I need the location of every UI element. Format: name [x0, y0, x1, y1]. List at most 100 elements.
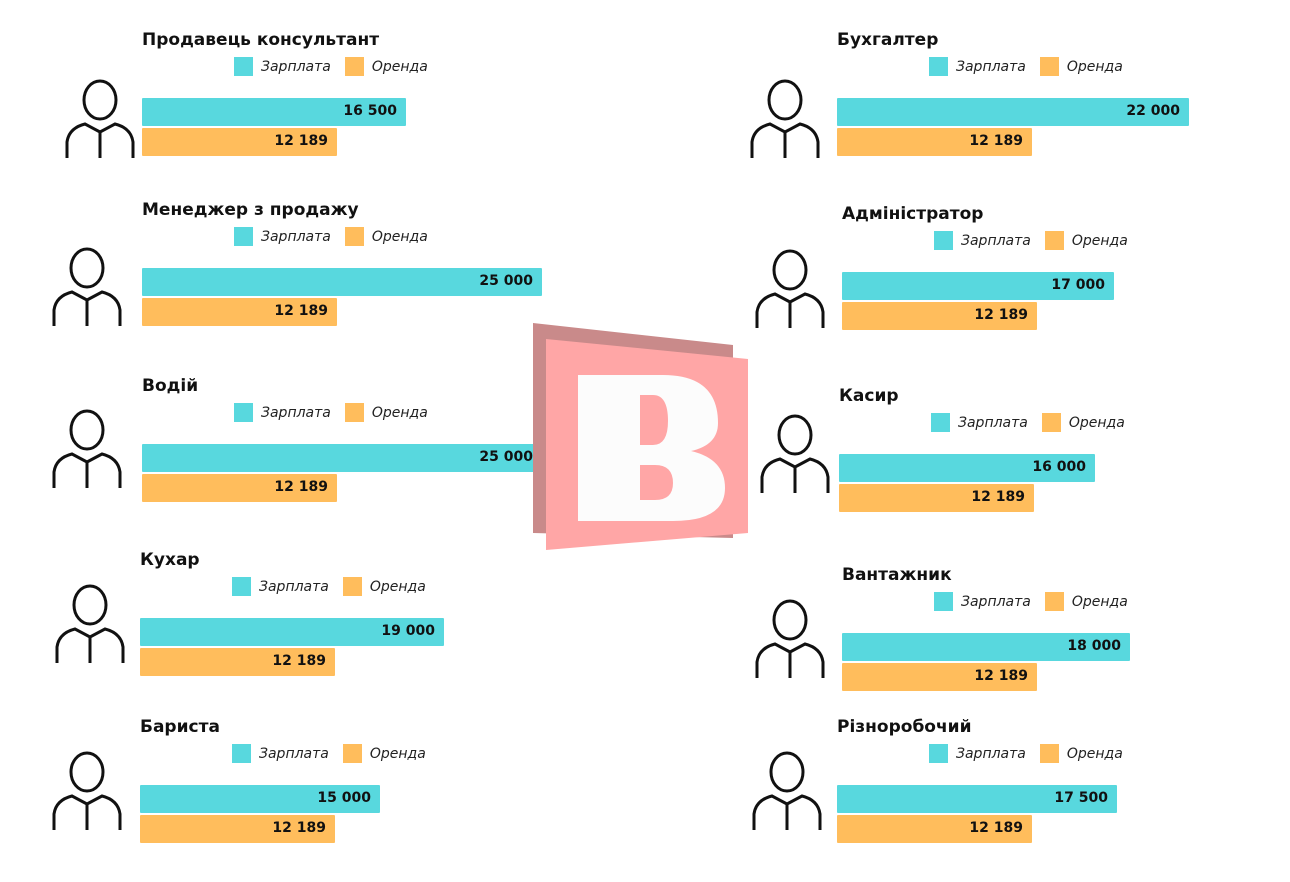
legend-label-rent: Оренда [1071, 232, 1128, 249]
worker-icon [745, 240, 835, 330]
legend: Зарплата Оренда [931, 413, 1139, 432]
legend: Зарплата Оренда [232, 577, 440, 596]
legend: Зарплата Оренда [934, 231, 1142, 250]
legend-label-rent: Оренда [1071, 593, 1128, 610]
worker-icon [745, 590, 835, 680]
legend-swatch-rent [1044, 592, 1064, 611]
salary-value-label: 15 000 [317, 790, 371, 806]
rent-value-label: 12 189 [274, 303, 329, 319]
salary-bar: 22 000 [837, 98, 1189, 126]
legend-swatch-rent [344, 57, 364, 76]
worker-icon [750, 405, 840, 495]
legend-swatch-salary [929, 744, 948, 763]
job-card: Адміністратор Зарплата Оренда 17 000 12 … [842, 204, 1290, 354]
salary-value-label: 17 000 [1051, 277, 1105, 293]
job-card: Касир Зарплата Оренда 16 000 12 189 [839, 386, 1290, 536]
legend-label-salary: Зарплата [261, 58, 331, 75]
rent-value-label: 12 189 [274, 479, 329, 495]
worker-icon [42, 400, 132, 490]
legend-swatch-salary [929, 57, 948, 76]
legend-swatch-rent [342, 744, 362, 763]
rent-bar: 12 189 [837, 815, 1033, 843]
job-title: Водій [142, 376, 199, 396]
rent-value-label: 12 189 [272, 653, 327, 669]
job-title: Бухгалтер [837, 30, 939, 50]
salary-bar: 17 500 [837, 785, 1117, 813]
job-card: Менеджер з продажу Зарплата Оренда 25 00… [142, 200, 702, 350]
watermark-logo [533, 323, 748, 550]
legend-label-rent: Оренда [369, 745, 426, 762]
legend: Зарплата Оренда [234, 227, 442, 246]
legend-label-rent: Оренда [369, 578, 426, 595]
rent-bar: 12 189 [839, 484, 1035, 512]
legend-swatch-salary [934, 592, 953, 611]
legend-label-rent: Оренда [371, 404, 428, 421]
job-card: Водій Зарплата Оренда 25 000 12 189 [142, 376, 702, 526]
legend: Зарплата Оренда [934, 592, 1142, 611]
legend: Зарплата Оренда [929, 744, 1137, 763]
salary-value-label: 25 000 [479, 273, 533, 289]
worker-icon [740, 70, 830, 160]
job-title: Менеджер з продажу [142, 200, 359, 220]
legend-label-salary: Зарплата [259, 745, 329, 762]
job-title: Кухар [140, 550, 200, 570]
legend-label-salary: Зарплата [958, 414, 1028, 431]
job-title: Бариста [140, 717, 220, 737]
job-title: Адміністратор [842, 204, 984, 224]
worker-icon [42, 742, 132, 832]
rent-bar: 12 189 [142, 474, 338, 502]
job-card: Бухгалтер Зарплата Оренда 22 000 12 189 [837, 30, 1290, 180]
legend-label-salary: Зарплата [956, 745, 1026, 762]
legend-label-rent: Оренда [371, 228, 428, 245]
salary-value-label: 18 000 [1067, 638, 1121, 654]
legend-swatch-salary [234, 403, 253, 422]
legend-label-rent: Оренда [1066, 58, 1123, 75]
worker-icon [45, 575, 135, 665]
legend-swatch-rent [344, 403, 364, 422]
job-card: Продавець консультант Зарплата Оренда 16… [142, 30, 702, 180]
legend-swatch-rent [1044, 231, 1064, 250]
rent-value-label: 12 189 [272, 820, 327, 836]
rent-bar: 12 189 [140, 815, 336, 843]
legend-swatch-salary [934, 231, 953, 250]
legend-label-rent: Оренда [371, 58, 428, 75]
legend-swatch-rent [344, 227, 364, 246]
job-title: Продавець консультант [142, 30, 380, 50]
job-title: Касир [839, 386, 899, 406]
legend-swatch-rent [1041, 413, 1061, 432]
salary-value-label: 25 000 [479, 449, 533, 465]
worker-icon [42, 238, 132, 328]
legend-swatch-rent [1039, 744, 1059, 763]
rent-bar: 12 189 [142, 128, 338, 156]
legend-swatch-salary [234, 227, 253, 246]
salary-bar: 19 000 [140, 618, 444, 646]
legend-swatch-salary [232, 744, 251, 763]
rent-bar: 12 189 [842, 302, 1038, 330]
worker-icon [742, 742, 832, 832]
legend-label-salary: Зарплата [961, 593, 1031, 610]
rent-value-label: 12 189 [974, 668, 1029, 684]
job-title: Вантажник [842, 565, 952, 585]
rent-value-label: 12 189 [274, 133, 329, 149]
salary-bar: 16 000 [839, 454, 1095, 482]
legend-label-salary: Зарплата [261, 228, 331, 245]
legend-label-salary: Зарплата [259, 578, 329, 595]
salary-bar: 16 500 [142, 98, 406, 126]
rent-bar: 12 189 [140, 648, 336, 676]
salary-value-label: 16 000 [1032, 459, 1086, 475]
salary-bar: 15 000 [140, 785, 380, 813]
legend: Зарплата Оренда [234, 403, 442, 422]
salary-value-label: 19 000 [381, 623, 435, 639]
legend-label-salary: Зарплата [956, 58, 1026, 75]
legend: Зарплата Оренда [234, 57, 442, 76]
rent-bar: 12 189 [142, 298, 338, 326]
legend-swatch-salary [234, 57, 253, 76]
legend-label-rent: Оренда [1068, 414, 1125, 431]
salary-value-label: 22 000 [1126, 103, 1180, 119]
job-card: Кухар Зарплата Оренда 19 000 12 189 [140, 550, 700, 700]
job-card: Бариста Зарплата Оренда 15 000 12 189 [140, 717, 700, 867]
rent-bar: 12 189 [842, 663, 1038, 691]
salary-value-label: 16 500 [343, 103, 397, 119]
job-title: Різноробочий [837, 717, 972, 737]
salary-bar: 17 000 [842, 272, 1114, 300]
